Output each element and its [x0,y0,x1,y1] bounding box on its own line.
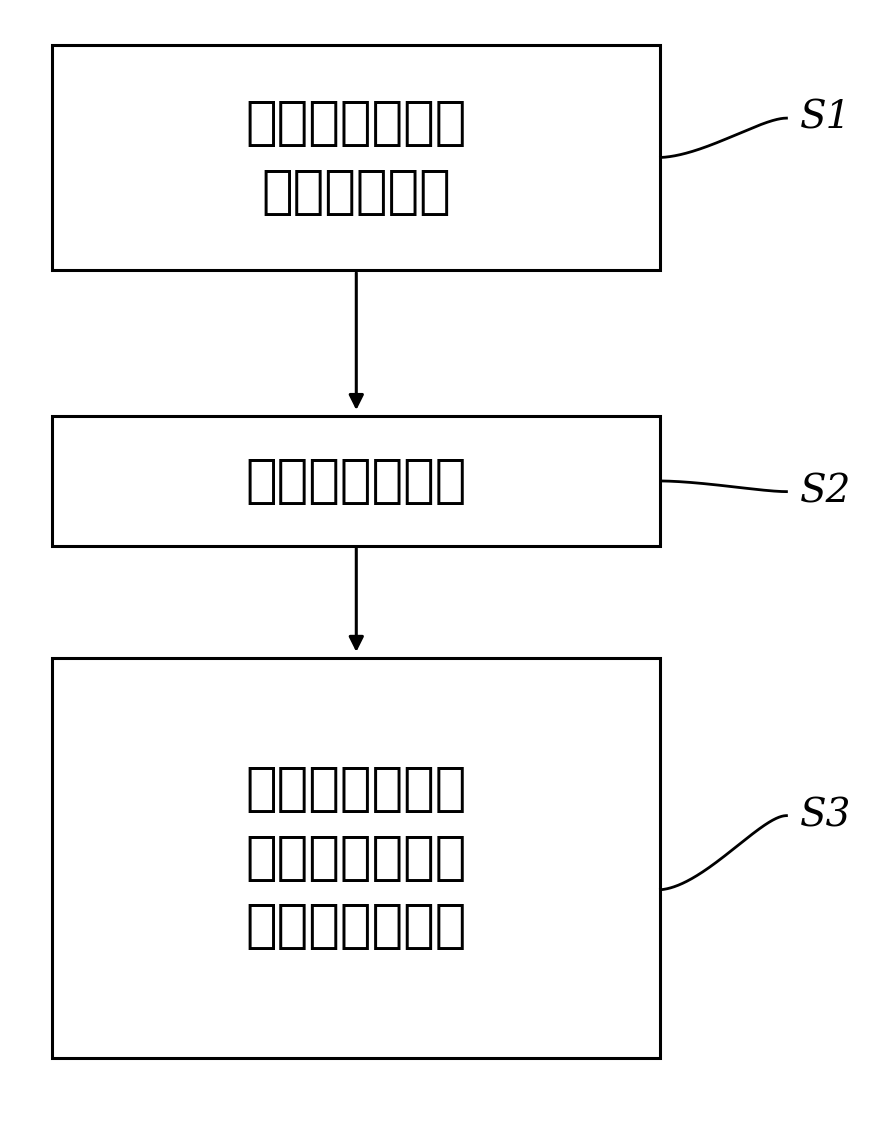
Text: 接收风向自定义
模式开启信号: 接收风向自定义 模式开启信号 [246,97,467,218]
Bar [52,416,660,546]
Bar [52,45,660,270]
Text: 接收子区间信号: 接收子区间信号 [246,455,467,507]
Bar [52,658,660,1058]
Text: S1: S1 [799,100,851,136]
Text: 控制导风板在子
区间信号对应的
摆动子区间摆动: 控制导风板在子 区间信号对应的 摆动子区间摆动 [246,764,467,952]
Text: S2: S2 [799,474,851,510]
Text: S3: S3 [799,798,851,834]
